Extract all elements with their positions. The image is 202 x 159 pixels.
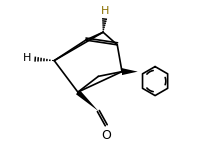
Text: H: H <box>101 6 109 16</box>
Text: O: O <box>101 129 111 142</box>
Polygon shape <box>121 68 137 75</box>
Text: H: H <box>23 53 31 63</box>
Polygon shape <box>76 90 98 111</box>
